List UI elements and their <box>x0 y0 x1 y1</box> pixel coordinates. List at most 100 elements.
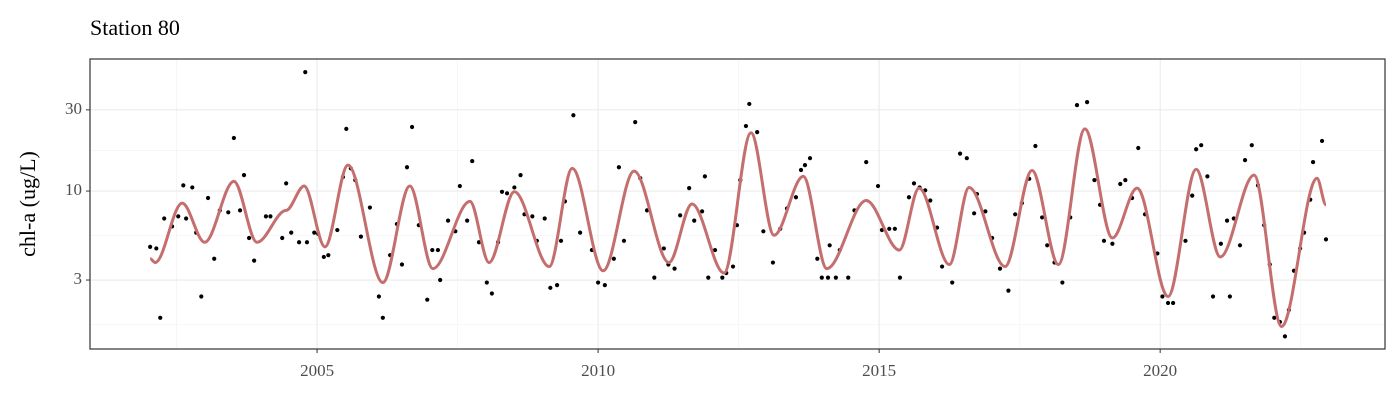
smooth-line <box>149 127 1328 328</box>
data-point <box>512 185 517 190</box>
x-tick-label: 2010 <box>581 361 615 380</box>
panel-border <box>89 58 1386 350</box>
data-point <box>911 181 917 186</box>
data-point <box>457 183 462 189</box>
data-point <box>548 285 553 290</box>
data-point <box>326 253 331 258</box>
data-point <box>470 158 475 164</box>
data-point <box>887 226 892 231</box>
data-point <box>702 174 708 179</box>
data-point <box>1194 147 1199 152</box>
data-point <box>846 275 851 280</box>
data-point <box>1323 237 1329 242</box>
data-point <box>743 123 749 129</box>
data-point <box>747 101 752 107</box>
data-point <box>706 275 711 280</box>
data-point <box>499 189 505 194</box>
data-point <box>652 275 657 280</box>
data-point <box>263 214 269 219</box>
data-point <box>798 167 804 173</box>
data-point <box>231 135 236 141</box>
data-point <box>435 247 441 253</box>
x-tick-label: 2015 <box>862 361 896 380</box>
data-point <box>997 266 1003 271</box>
data-point <box>770 260 776 265</box>
data-point <box>761 229 766 234</box>
data-point <box>438 277 443 283</box>
data-point <box>296 240 302 245</box>
data-point <box>1272 315 1277 320</box>
data-point <box>1123 177 1128 183</box>
data-point <box>148 244 153 249</box>
data-point <box>1199 143 1204 148</box>
chart-title: Station 80 <box>90 15 180 40</box>
data-point <box>1249 143 1254 148</box>
data-point <box>518 173 523 178</box>
data-point <box>1282 334 1288 339</box>
data-point <box>484 280 489 285</box>
data-point <box>616 165 622 170</box>
data-point <box>162 216 167 221</box>
data-point <box>815 256 820 261</box>
grid <box>90 59 1385 349</box>
data-point <box>1118 181 1123 187</box>
data-point <box>321 254 326 260</box>
data-point <box>1205 174 1210 179</box>
data-point <box>939 264 945 269</box>
data-point <box>672 266 677 271</box>
data-point <box>252 258 257 263</box>
marks <box>148 70 1329 339</box>
data-point <box>1171 300 1176 306</box>
data-point <box>807 156 813 161</box>
data-point <box>226 210 231 215</box>
data-point <box>864 159 869 165</box>
data-point <box>687 186 692 191</box>
y-tick-label: 30 <box>65 99 82 118</box>
data-point <box>1045 243 1050 248</box>
data-point <box>284 181 289 186</box>
data-point <box>699 209 705 214</box>
data-point <box>176 214 181 219</box>
data-point <box>1160 294 1165 299</box>
data-point <box>730 264 736 269</box>
data-point <box>1165 300 1171 306</box>
data-point <box>1101 238 1107 243</box>
data-point <box>246 235 252 241</box>
data-point <box>1242 158 1248 163</box>
data-point <box>596 280 601 285</box>
data-point <box>303 70 308 75</box>
data-point <box>1310 159 1316 165</box>
data-point <box>906 195 912 200</box>
data-point <box>1074 102 1080 108</box>
data-point <box>793 195 799 200</box>
data-point <box>344 126 349 131</box>
data-point <box>199 294 204 299</box>
data-point <box>465 218 470 223</box>
data-point <box>964 156 969 161</box>
data-point <box>1040 215 1045 220</box>
data-point <box>1183 238 1188 243</box>
data-point <box>358 234 364 239</box>
data-point <box>335 227 340 233</box>
data-point <box>184 216 189 221</box>
data-point <box>558 238 564 243</box>
data-point <box>1092 177 1097 183</box>
data-point <box>489 291 494 296</box>
data-point <box>1227 294 1232 299</box>
data-point <box>404 165 410 170</box>
data-point <box>205 195 211 201</box>
data-point <box>280 235 285 241</box>
data-point <box>380 315 385 320</box>
data-point <box>950 280 955 285</box>
data-point <box>445 218 451 223</box>
data-point <box>425 297 430 302</box>
data-point <box>892 226 897 231</box>
data-point <box>1033 143 1038 149</box>
data-point <box>1237 243 1243 248</box>
x-tick-label: 2005 <box>300 361 334 380</box>
data-point <box>312 230 317 235</box>
data-point <box>504 191 510 196</box>
data-point <box>212 256 217 261</box>
